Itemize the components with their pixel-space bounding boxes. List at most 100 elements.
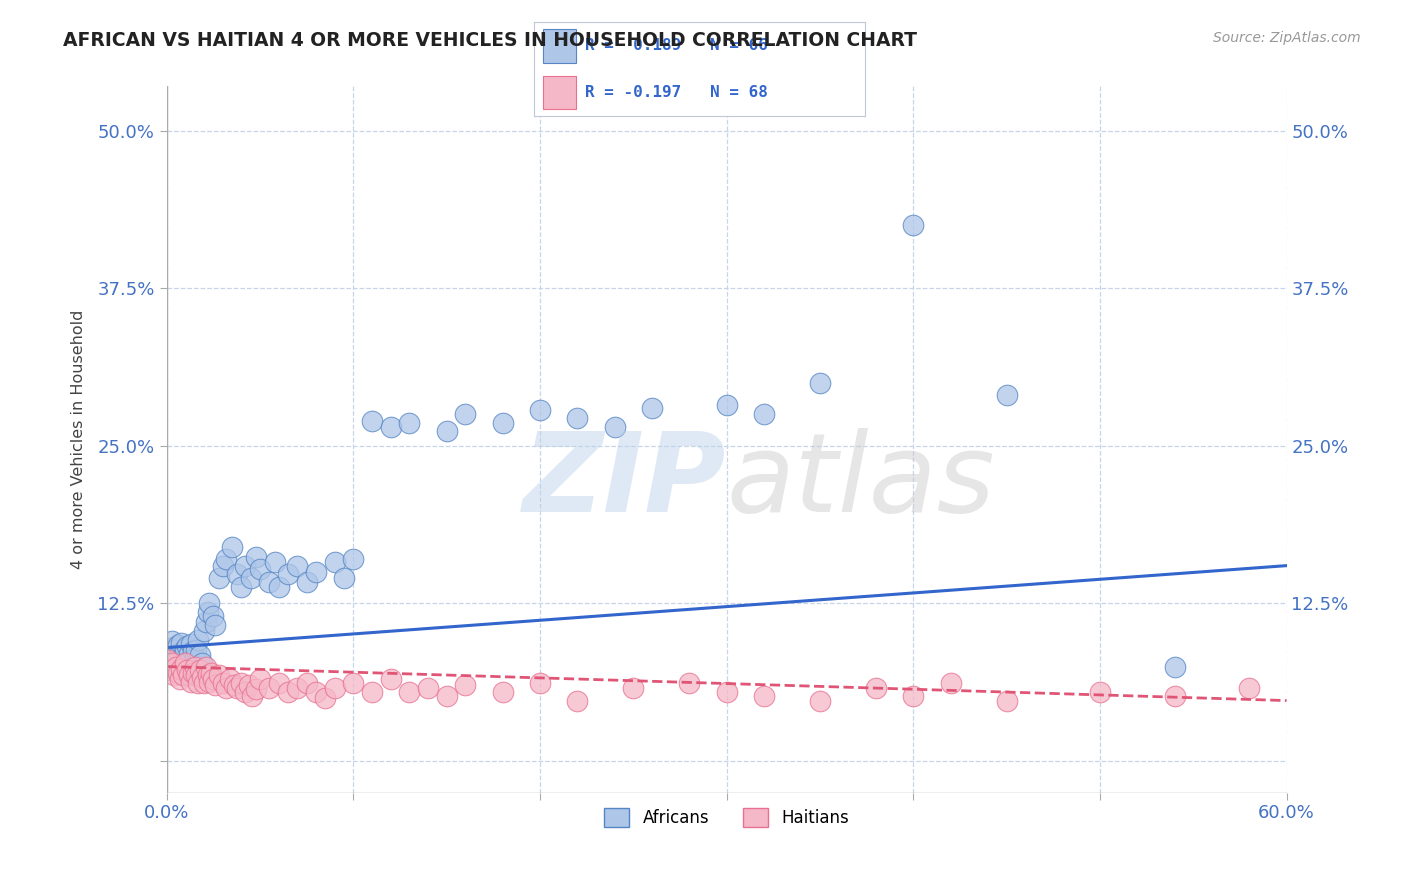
- Point: [436, 689, 458, 703]
- Point: [226, 681, 249, 695]
- Point: [380, 672, 402, 686]
- Point: [169, 646, 191, 660]
- Point: [170, 635, 193, 649]
- Point: [808, 376, 831, 390]
- Point: [995, 693, 1018, 707]
- Point: [186, 668, 208, 682]
- Point: [221, 540, 243, 554]
- Point: [208, 668, 231, 682]
- Text: ZIP: ZIP: [523, 428, 727, 535]
- Point: [249, 672, 271, 686]
- Point: [159, 663, 181, 677]
- Point: [165, 653, 187, 667]
- Point: [865, 681, 887, 695]
- Point: [1239, 681, 1261, 695]
- Point: [198, 597, 221, 611]
- Point: [163, 668, 186, 682]
- Point: [305, 685, 328, 699]
- Point: [752, 689, 775, 703]
- Point: [166, 665, 188, 680]
- Point: [233, 558, 256, 573]
- Point: [191, 670, 214, 684]
- FancyBboxPatch shape: [543, 76, 575, 110]
- Point: [172, 668, 194, 682]
- Point: [903, 689, 925, 703]
- Point: [202, 672, 225, 686]
- Point: [231, 580, 253, 594]
- Point: [285, 558, 308, 573]
- Point: [1088, 685, 1111, 699]
- Point: [380, 420, 402, 434]
- Point: [267, 676, 290, 690]
- Point: [193, 676, 215, 690]
- Point: [295, 676, 318, 690]
- Point: [323, 681, 346, 695]
- Point: [197, 668, 219, 682]
- Point: [159, 640, 181, 655]
- Point: [215, 681, 238, 695]
- Point: [181, 644, 204, 658]
- Point: [323, 555, 346, 569]
- Point: [231, 676, 253, 690]
- Point: [187, 676, 209, 690]
- Point: [202, 609, 225, 624]
- Point: [716, 685, 738, 699]
- Point: [170, 662, 193, 676]
- Point: [226, 567, 249, 582]
- Text: R =  0.189   N = 66: R = 0.189 N = 66: [585, 38, 768, 54]
- Point: [191, 656, 214, 670]
- Point: [172, 649, 194, 664]
- Point: [342, 676, 364, 690]
- Point: [491, 416, 513, 430]
- Point: [180, 637, 202, 651]
- Point: [174, 656, 197, 670]
- Point: [160, 650, 183, 665]
- Point: [169, 672, 191, 686]
- Point: [238, 678, 260, 692]
- Point: [808, 693, 831, 707]
- Point: [436, 424, 458, 438]
- Point: [183, 658, 205, 673]
- Point: [491, 685, 513, 699]
- Point: [181, 665, 204, 680]
- Point: [183, 650, 205, 665]
- Point: [454, 407, 477, 421]
- Legend: Africans, Haitians: Africans, Haitians: [598, 801, 855, 834]
- Point: [903, 218, 925, 232]
- Point: [157, 647, 180, 661]
- Point: [166, 638, 188, 652]
- Point: [177, 655, 200, 669]
- Text: AFRICAN VS HAITIAN 4 OR MORE VEHICLES IN HOUSEHOLD CORRELATION CHART: AFRICAN VS HAITIAN 4 OR MORE VEHICLES IN…: [63, 31, 917, 50]
- Point: [176, 663, 198, 677]
- Point: [621, 681, 644, 695]
- Point: [1163, 689, 1185, 703]
- Point: [165, 659, 187, 673]
- Point: [398, 685, 420, 699]
- Point: [211, 558, 233, 573]
- Point: [200, 665, 222, 680]
- Point: [215, 552, 238, 566]
- FancyBboxPatch shape: [543, 29, 575, 62]
- Point: [1163, 659, 1185, 673]
- Point: [249, 562, 271, 576]
- Point: [529, 403, 551, 417]
- Point: [177, 647, 200, 661]
- Point: [198, 674, 221, 689]
- Point: [208, 571, 231, 585]
- Point: [342, 552, 364, 566]
- Point: [716, 399, 738, 413]
- Point: [641, 401, 664, 415]
- Point: [263, 555, 285, 569]
- Point: [197, 605, 219, 619]
- Point: [222, 678, 245, 692]
- Point: [187, 633, 209, 648]
- Point: [995, 388, 1018, 402]
- Point: [157, 653, 180, 667]
- Point: [277, 567, 299, 582]
- Point: [211, 676, 233, 690]
- Point: [188, 663, 211, 677]
- Point: [257, 681, 280, 695]
- Point: [160, 634, 183, 648]
- Text: Source: ZipAtlas.com: Source: ZipAtlas.com: [1213, 31, 1361, 45]
- Y-axis label: 4 or more Vehicles in Household: 4 or more Vehicles in Household: [72, 310, 86, 569]
